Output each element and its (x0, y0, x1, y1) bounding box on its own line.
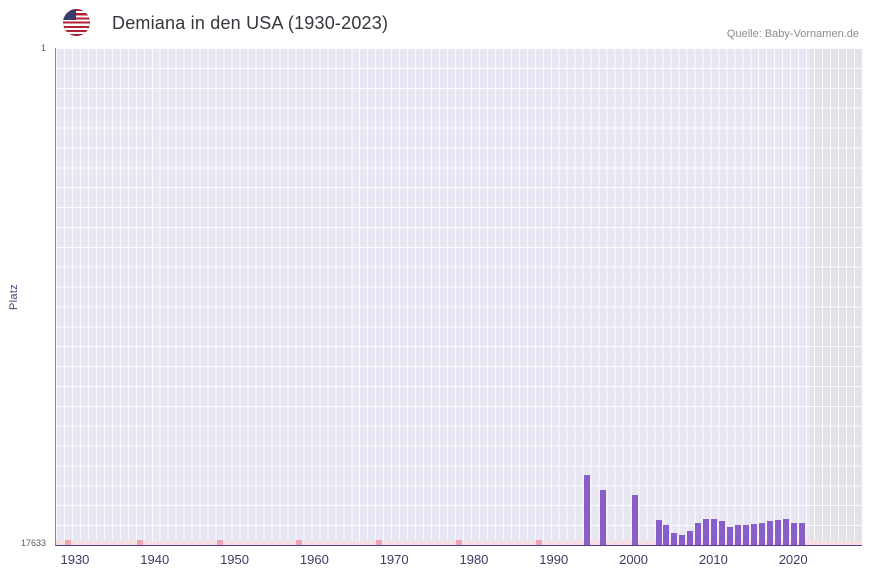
no-data-marker (296, 540, 303, 545)
no-data-marker (535, 540, 542, 545)
x-tick-label: 1980 (459, 552, 489, 567)
no-data-marker (456, 540, 462, 545)
bar-2010[interactable] (711, 518, 718, 545)
no-data-marker (216, 540, 223, 545)
bar-2016[interactable] (759, 522, 766, 545)
y-axis-min-label: 17633 (20, 538, 46, 548)
bar-2006[interactable] (679, 535, 686, 545)
y-axis-max-label: 1 (40, 43, 46, 53)
bar-1994[interactable] (583, 475, 590, 545)
x-tick-label: 2020 (778, 552, 808, 567)
chart-title: Demiana in den USA (1930-2023) (112, 13, 389, 33)
bar-2018[interactable] (775, 520, 782, 545)
bar-2007[interactable] (687, 531, 694, 545)
x-tick-label: 2000 (619, 552, 649, 567)
bar-2015[interactable] (751, 524, 758, 545)
x-tick-label: 1970 (379, 552, 409, 567)
source-attribution: Quelle: Baby-Vornamen.de (726, 28, 859, 40)
bar-2017[interactable] (767, 520, 774, 545)
us-flag-icon (63, 9, 90, 36)
bar-2013[interactable] (735, 524, 742, 545)
bar-2003[interactable] (655, 520, 662, 545)
x-tick-label: 1990 (539, 552, 569, 567)
bar-2019[interactable] (783, 518, 790, 545)
us-flag-canton (63, 9, 76, 20)
bar-2005[interactable] (671, 533, 678, 545)
bar-2008[interactable] (695, 522, 702, 545)
bar-2021[interactable] (799, 522, 806, 545)
y-axis-title: Platz (8, 284, 20, 310)
x-tick-label: 1950 (220, 552, 249, 567)
x-axis-ticks: 1930 1940 1950 1960 1970 1980 1990 2000 2010 2020 (55, 552, 861, 570)
bar-2000[interactable] (631, 495, 638, 545)
bar-2004[interactable] (663, 524, 670, 545)
bar-2012[interactable] (727, 526, 734, 545)
x-tick-label: 1960 (299, 552, 329, 567)
x-tick-label: 2010 (698, 552, 728, 567)
bar-2020[interactable] (791, 522, 798, 545)
x-tick-label: 1930 (60, 552, 90, 567)
bar-1996[interactable] (599, 489, 606, 545)
x-tick-label: 1940 (140, 552, 170, 567)
bar-2009[interactable] (703, 518, 710, 545)
bar-2011[interactable] (719, 520, 726, 545)
no-data-marker (64, 540, 71, 545)
plot-area (55, 48, 862, 546)
no-data-marker (136, 540, 143, 545)
no-data-marker (376, 540, 383, 545)
gridlines (56, 48, 862, 545)
bar-2014[interactable] (743, 524, 750, 545)
